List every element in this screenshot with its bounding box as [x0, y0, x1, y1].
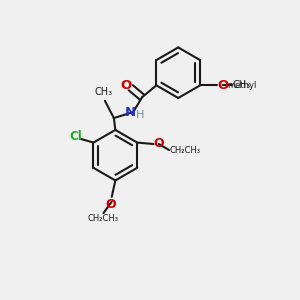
Text: Cl: Cl	[70, 130, 83, 143]
Text: H: H	[136, 110, 144, 120]
Text: O: O	[121, 80, 132, 92]
Text: O: O	[154, 137, 164, 150]
Text: CH₃: CH₃	[233, 80, 251, 90]
Text: CH₂CH₃: CH₂CH₃	[87, 214, 118, 223]
Text: methyl: methyl	[227, 81, 256, 90]
Text: N: N	[124, 106, 136, 119]
Text: O: O	[106, 198, 116, 211]
Text: CH₂CH₃: CH₂CH₃	[169, 146, 201, 155]
Text: O: O	[218, 79, 229, 92]
Text: CH₃: CH₃	[95, 87, 113, 97]
